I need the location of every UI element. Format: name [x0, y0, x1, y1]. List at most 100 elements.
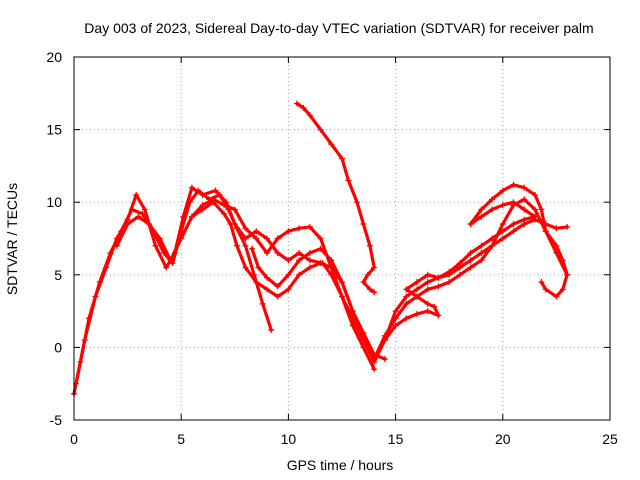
data-point [531, 191, 538, 198]
data-point [414, 311, 421, 318]
data-point [564, 271, 571, 278]
data-point [221, 210, 228, 217]
data-point [263, 286, 270, 293]
data-point [424, 279, 431, 286]
data-point [296, 250, 303, 257]
data-point [285, 228, 292, 235]
data-point [360, 279, 367, 286]
data-point [81, 337, 88, 344]
data-series [71, 100, 571, 397]
data-point [381, 356, 388, 363]
data-point [478, 213, 485, 220]
data-point [424, 271, 431, 278]
data-point [253, 235, 260, 242]
data-point [339, 293, 345, 300]
data-point [478, 257, 485, 264]
data-point [188, 184, 195, 191]
y-tick-label: 20 [46, 49, 62, 65]
data-point [227, 220, 234, 227]
data-point [542, 286, 549, 293]
data-point [296, 257, 303, 264]
data-point [180, 213, 187, 220]
y-tick-label: 15 [46, 122, 62, 138]
grid [74, 57, 610, 420]
data-point [133, 191, 140, 198]
data-point [531, 213, 538, 220]
data-point [242, 242, 249, 249]
data-point [489, 235, 496, 242]
data-point [242, 264, 249, 271]
data-point [489, 242, 496, 249]
data-point [242, 225, 249, 232]
data-point [339, 155, 345, 162]
data-point [446, 268, 453, 275]
data-point [199, 191, 206, 198]
y-axis-label: SDTVAR / TECUs [4, 183, 20, 295]
data-point [178, 235, 185, 242]
data-point [285, 257, 292, 264]
data-point [296, 271, 303, 278]
series-line [295, 101, 376, 294]
data-point [255, 264, 262, 271]
data-point [521, 196, 528, 203]
data-point [146, 220, 153, 227]
data-point [435, 312, 442, 319]
data-point [510, 228, 517, 235]
data-point [124, 220, 131, 227]
data-point [306, 223, 313, 230]
data-point [328, 257, 335, 264]
data-point [296, 225, 303, 232]
data-point [499, 235, 506, 242]
data-point [349, 308, 356, 315]
x-tick-label: 25 [602, 431, 618, 447]
data-point [293, 100, 300, 107]
data-point [446, 279, 453, 286]
data-point [103, 264, 110, 271]
data-point [306, 264, 313, 271]
data-point [414, 279, 421, 286]
data-point [478, 242, 485, 249]
data-point [531, 206, 538, 213]
data-point [259, 300, 266, 307]
data-point [317, 126, 324, 133]
data-point [478, 206, 485, 213]
data-point [366, 242, 373, 249]
data-point [403, 286, 410, 293]
data-point [263, 235, 270, 242]
data-point [510, 220, 517, 227]
data-point [542, 228, 549, 235]
data-point [424, 308, 431, 315]
series-track-6 [293, 100, 378, 296]
data-point [403, 300, 410, 307]
data-point [414, 293, 421, 300]
data-point [431, 303, 438, 310]
data-point [274, 250, 281, 257]
data-point [489, 206, 496, 213]
chart-title: Day 003 of 2023, Sidereal Day-to-day VTE… [84, 20, 593, 36]
data-point [188, 213, 195, 220]
data-point [371, 366, 378, 373]
data-point [268, 326, 275, 333]
data-point [113, 242, 120, 249]
data-point [538, 279, 545, 286]
data-point [371, 264, 378, 271]
data-point [564, 223, 571, 230]
data-point [424, 300, 431, 307]
data-point [559, 257, 566, 264]
data-point [553, 242, 560, 249]
data-point [242, 235, 249, 242]
data-point [414, 286, 421, 293]
series-line [383, 200, 537, 342]
data-point [141, 206, 148, 213]
data-point [366, 286, 373, 293]
data-point [263, 250, 270, 257]
data-point [317, 245, 324, 252]
data-point [221, 202, 228, 209]
y-tick-label: 0 [54, 339, 62, 355]
x-axis-ticks: 0 5 10 15 20 25 [70, 57, 618, 447]
series-line [250, 197, 569, 361]
data-point [253, 279, 260, 286]
data-point [499, 220, 506, 227]
data-point [274, 293, 281, 300]
series-track-7 [381, 199, 538, 344]
